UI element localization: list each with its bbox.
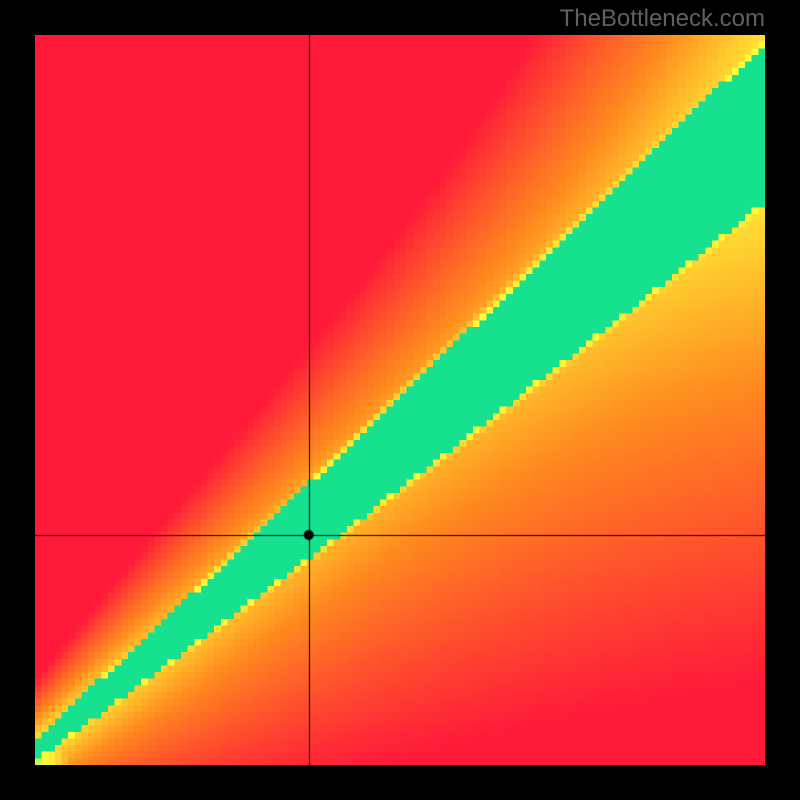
bottleneck-heatmap xyxy=(35,35,765,765)
watermark-text: TheBottleneck.com xyxy=(560,5,765,33)
chart-container: TheBottleneck.com xyxy=(0,0,800,800)
